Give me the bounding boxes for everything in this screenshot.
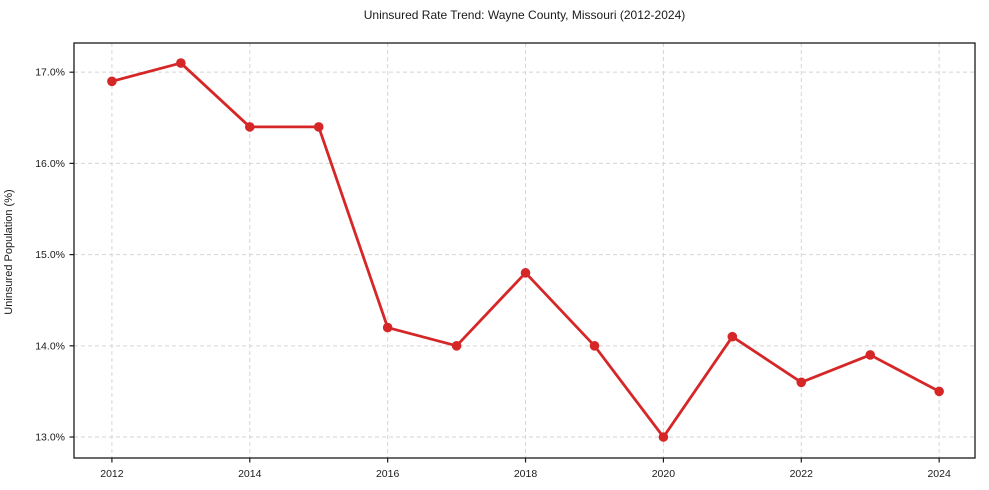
y-tick-label: 16.0% [35,158,65,170]
data-point-2023 [865,350,876,360]
data-point-2016 [382,322,393,333]
data-point-2012 [107,76,117,87]
x-tick-label: 2024 [927,468,951,480]
data-point-2024 [934,386,944,397]
x-tick-label: 2012 [100,468,124,480]
data-point-2021 [727,331,738,342]
data-point-2019 [589,341,600,351]
x-tick-label: 2020 [652,468,676,480]
y-tick-label: 13.0% [35,432,65,444]
x-tick-label: 2022 [790,468,814,480]
data-point-2017 [451,341,462,351]
y-tick-label: 14.0% [35,340,65,352]
data-point-2022 [796,377,807,388]
axes-box [73,42,976,459]
x-tick-label: 2014 [238,468,262,480]
x-tick-label: 2016 [376,468,400,480]
y-tick-label: 15.0% [35,249,65,261]
data-point-2015 [313,122,324,132]
data-point-2014 [244,122,255,132]
x-tick-label: 2018 [514,468,538,480]
data-point-2013 [176,58,186,68]
data-point-2020 [658,432,669,442]
chart-title: Uninsured Rate Trend: Wayne County, Miss… [363,8,686,22]
data-point-2018 [520,268,531,278]
y-tick-label: 17.0% [35,67,65,79]
